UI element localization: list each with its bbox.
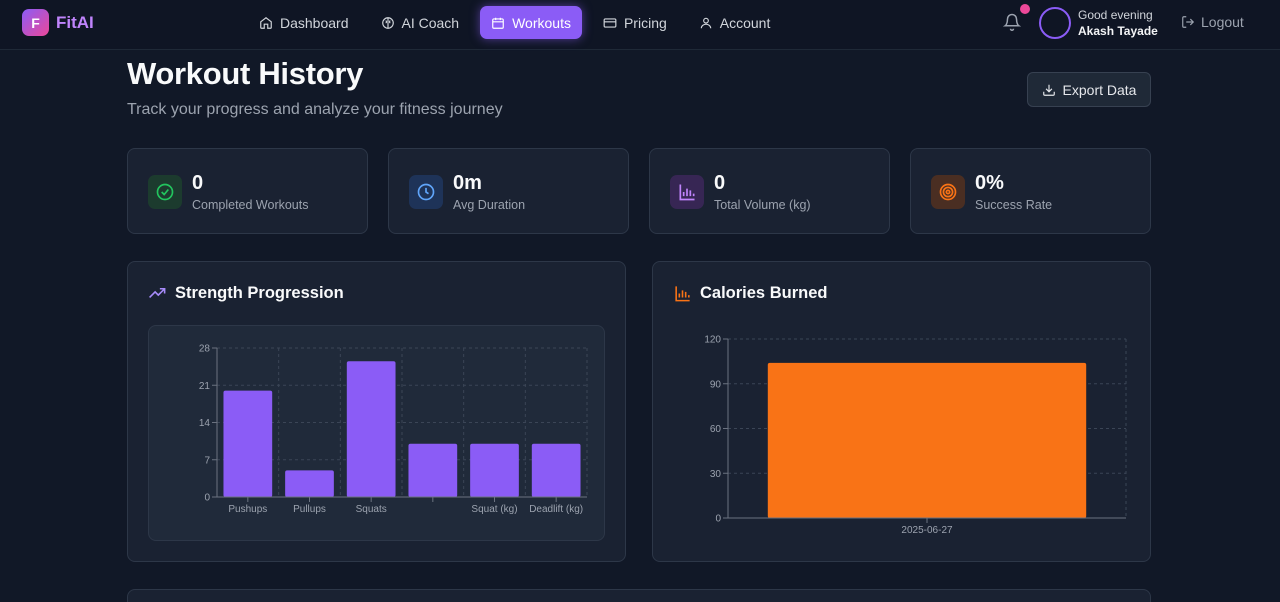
chart-bar xyxy=(408,443,458,497)
y-tick-label: 30 xyxy=(710,469,722,480)
bar-chart-icon xyxy=(670,175,704,209)
y-tick-label: 90 xyxy=(710,379,722,390)
brain-icon xyxy=(381,16,394,29)
y-tick-label: 0 xyxy=(715,514,721,525)
x-tick-label: Pullups xyxy=(293,504,326,515)
nav-item-account[interactable]: Account xyxy=(688,6,782,39)
panel-title: Calories Burned xyxy=(673,284,827,303)
nav-item-label: Dashboard xyxy=(280,14,349,31)
calories-burned-panel: Calories Burned 0 30 60 90 120 2025-06-27 xyxy=(652,261,1151,562)
logout-icon xyxy=(1182,16,1195,28)
bar-chart-icon xyxy=(675,286,690,302)
nav-item-label: Workouts xyxy=(512,14,571,31)
page-subtitle: Track your progress and analyze your fit… xyxy=(127,101,503,118)
stat-value: 0m xyxy=(453,172,482,194)
stat-label: Success Rate xyxy=(975,198,1053,212)
chart-bar xyxy=(346,361,396,497)
y-tick-label: 60 xyxy=(710,424,722,435)
main-nav: Dashboard AI Coach Workouts Pricing Acco… xyxy=(248,6,781,39)
target-icon xyxy=(931,175,965,209)
y-tick-label: 14 xyxy=(199,418,211,429)
y-tick-label: 0 xyxy=(204,493,210,504)
user-icon xyxy=(700,17,712,28)
chart-bar xyxy=(531,443,581,497)
credit-card-icon xyxy=(603,17,617,28)
panel-title: Strength Progression xyxy=(148,284,344,303)
x-tick-label: 2025-06-27 xyxy=(901,525,953,536)
chart-bar xyxy=(223,390,273,497)
nav-item-label: AI Coach xyxy=(401,14,460,31)
calendar-icon xyxy=(492,17,504,29)
chart-bar xyxy=(285,470,334,497)
stat-card-success-rate: 0% Success Rate xyxy=(910,148,1151,234)
notification-dot xyxy=(1020,4,1030,14)
stat-card-total-volume: 0 Total Volume (kg) xyxy=(649,148,890,234)
export-label: Export Data xyxy=(1062,81,1137,98)
trending-up-icon xyxy=(149,287,166,299)
app-name: FitAI xyxy=(56,12,94,32)
y-tick-label: 7 xyxy=(204,455,210,466)
avatar[interactable] xyxy=(1039,7,1071,39)
nav-item-label: Pricing xyxy=(623,14,667,31)
nav-item-dashboard[interactable]: Dashboard xyxy=(248,6,360,39)
strength-chart-title: Strength Progression xyxy=(175,284,344,302)
stat-value: 0 xyxy=(192,172,204,194)
y-tick-label: 21 xyxy=(199,381,211,392)
bell-icon[interactable] xyxy=(1003,13,1021,31)
top-navbar: F FitAI Dashboard AI Coach Workouts Pric… xyxy=(0,0,1280,50)
check-circle-icon xyxy=(148,175,182,209)
nav-item-label: Account xyxy=(719,14,771,31)
y-tick-label: 120 xyxy=(704,335,721,346)
stat-value: 0% xyxy=(975,172,1004,194)
stat-label: Avg Duration xyxy=(453,198,526,212)
home-icon xyxy=(260,16,272,29)
app-logo[interactable]: F FitAI xyxy=(22,9,94,36)
strength-progression-panel: Strength Progression 0 7 14 21 28 Pushups Pull… xyxy=(127,261,626,562)
workout-list-panel xyxy=(127,589,1151,602)
chart-bar xyxy=(470,443,519,497)
user-name: Akash Tayade xyxy=(1078,24,1158,38)
nav-item-ai-coach[interactable]: AI Coach xyxy=(370,6,471,39)
stat-value: 0 xyxy=(714,172,726,194)
page-title: Workout History xyxy=(127,56,364,91)
clock-icon xyxy=(409,175,443,209)
strength-chart-container: 0 7 14 21 28 Pushups Pullups Squats Squat (kg) De… xyxy=(148,325,605,541)
export-data-button[interactable]: Export Data xyxy=(1027,72,1151,107)
user-greeting: Good evening Akash Tayade xyxy=(1078,7,1158,39)
logout-button[interactable]: Logout xyxy=(1181,14,1244,30)
y-tick-label: 28 xyxy=(199,344,211,355)
x-tick-label: Deadlift (kg) xyxy=(529,504,583,515)
greeting-text: Good evening xyxy=(1078,8,1153,22)
calories-bar-chart: 0 30 60 90 120 2025-06-27 xyxy=(704,335,1127,536)
strength-bar-chart: 0 7 14 21 28 Pushups Pullups Squats Squat (kg) De… xyxy=(199,344,588,515)
download-icon xyxy=(1042,84,1055,96)
x-tick-label: Squats xyxy=(356,504,387,515)
stat-card-completed-workouts: 0 Completed Workouts xyxy=(127,148,368,234)
x-tick-label: Pushups xyxy=(228,504,267,515)
chart-bar xyxy=(767,362,1087,518)
stat-label: Total Volume (kg) xyxy=(714,198,811,212)
x-tick-label: Squat (kg) xyxy=(471,504,517,515)
nav-item-workouts[interactable]: Workouts xyxy=(480,6,582,39)
logout-label: Logout xyxy=(1201,14,1244,30)
stat-card-avg-duration: 0m Avg Duration xyxy=(388,148,629,234)
calories-chart-title: Calories Burned xyxy=(700,284,828,302)
logo-mark: F xyxy=(22,9,49,36)
nav-item-pricing[interactable]: Pricing xyxy=(592,6,678,39)
stat-label: Completed Workouts xyxy=(192,198,309,212)
